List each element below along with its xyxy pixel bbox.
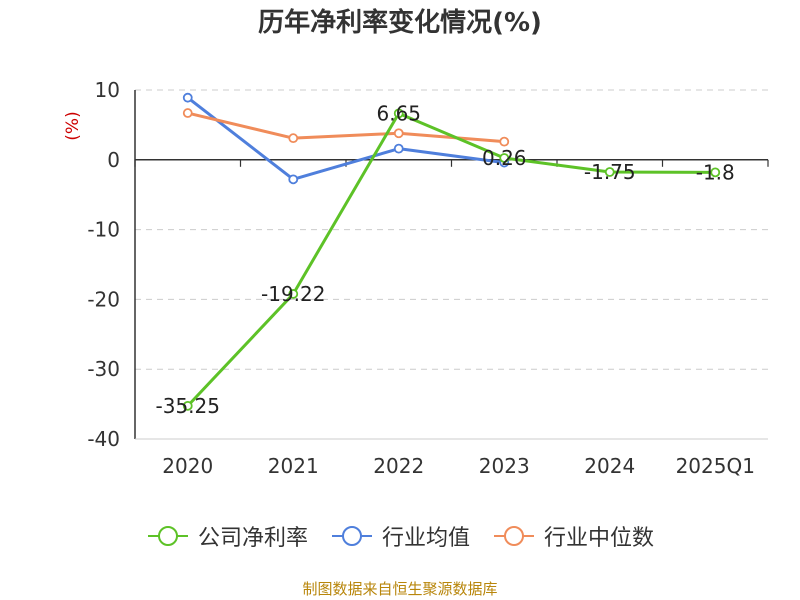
x-tick-label: 2025Q1 [676, 454, 755, 478]
series-line [186, 96, 505, 181]
data-point [288, 174, 299, 185]
data-label: 0.26 [482, 146, 527, 170]
y-tick-label: -10 [87, 218, 120, 242]
legend-item[interactable]: 公司净利率 [146, 520, 308, 552]
chart-legend: 公司净利率 行业均值 行业中位数 [0, 518, 800, 554]
x-tick-label: 2024 [584, 454, 635, 478]
y-tick-label: -30 [87, 357, 120, 381]
legend-label: 行业均值 [381, 526, 470, 551]
x-tick-label: 2021 [268, 454, 319, 478]
data-label: -19.22 [261, 282, 325, 306]
x-tick-label: 2022 [373, 454, 424, 478]
data-point [182, 92, 193, 103]
data-point [710, 167, 721, 178]
series-line [186, 111, 716, 407]
legend-label: 公司净利率 [197, 526, 308, 551]
data-label: -35.25 [156, 394, 220, 418]
legend-label: 行业中位数 [544, 526, 655, 551]
series-line [187, 111, 505, 144]
y-tick-label: 10 [95, 78, 120, 102]
y-axis-label: (%) [63, 111, 83, 140]
y-tick-label: -40 [87, 427, 120, 451]
data-label: -1.75 [584, 160, 636, 184]
legend-item[interactable]: 行业中位数 [492, 520, 654, 552]
legend-swatch-icon [147, 526, 188, 546]
y-tick-label: 0 [107, 148, 120, 172]
y-tick-label: -20 [87, 287, 120, 311]
legend-swatch-icon [331, 526, 372, 546]
x-tick-label: 2023 [479, 454, 530, 478]
chart-title: 历年净利率变化情况(%) [258, 8, 542, 38]
data-point [604, 167, 615, 177]
x-tick-label: 2020 [162, 454, 213, 478]
data-point [182, 108, 193, 118]
data-point [288, 289, 299, 299]
data-point [288, 133, 299, 144]
data-point [393, 108, 404, 119]
legend-item[interactable]: 行业均值 [330, 520, 470, 552]
source-footer: 制图数据来自恒生聚源数据库 [302, 580, 498, 598]
legend-swatch-icon [494, 526, 534, 546]
data-point [499, 153, 510, 163]
data-label: -1.8 [696, 160, 735, 184]
data-point [182, 400, 193, 411]
data-point [393, 128, 404, 139]
data-point [499, 136, 510, 147]
data-label: 6.65 [376, 101, 421, 125]
data-point [393, 143, 404, 154]
